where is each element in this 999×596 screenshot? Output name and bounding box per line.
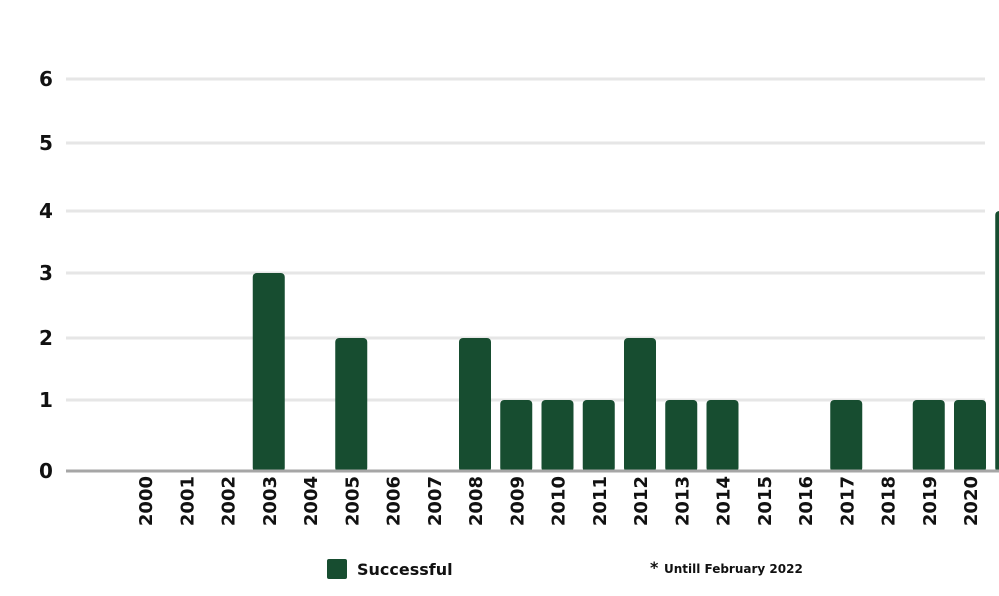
x-tick-label: 2013 xyxy=(672,476,693,526)
footnote-text: Untill February 2022 xyxy=(664,562,803,576)
bar-2020 xyxy=(954,400,986,472)
x-tick-label: 2015 xyxy=(755,476,776,526)
footnote: * Untill February 2022 xyxy=(650,558,803,577)
bar-2019 xyxy=(913,400,945,472)
x-tick-label: 2003 xyxy=(260,476,281,526)
bar-2013 xyxy=(665,400,697,472)
y-tick-label: 0 xyxy=(39,459,53,483)
y-tick-label: 2 xyxy=(39,326,53,350)
legend-label-successful: Successful xyxy=(357,560,453,579)
x-tick-label: 2001 xyxy=(177,476,198,526)
y-tick-label: 5 xyxy=(39,131,53,155)
y-tick-label: 3 xyxy=(39,261,53,285)
bar-2017 xyxy=(830,400,862,472)
x-tick-label: 2009 xyxy=(507,476,528,526)
bar-2014 xyxy=(707,400,739,472)
x-tick-label: 2011 xyxy=(590,476,611,526)
y-tick-label: 1 xyxy=(39,388,53,412)
x-tick-label: 2019 xyxy=(920,476,941,526)
bar-2011 xyxy=(583,400,615,472)
bar-2005 xyxy=(335,338,367,472)
bar-2003 xyxy=(253,273,285,472)
x-tick-label: 2004 xyxy=(301,476,322,526)
x-tick-label: 2008 xyxy=(466,476,487,526)
x-tick-label: 2005 xyxy=(342,476,363,526)
x-tick-label: 2012 xyxy=(631,476,652,526)
grid-lines xyxy=(66,79,985,400)
x-tick-label: 2017 xyxy=(837,476,858,526)
bar-2021 xyxy=(995,211,999,472)
x-tick-label: 2007 xyxy=(425,476,446,526)
x-tick-label: 2014 xyxy=(714,476,735,526)
x-tick-label: 2010 xyxy=(549,476,570,526)
x-tick-label: 2020 xyxy=(961,476,982,526)
bar-2010 xyxy=(542,400,574,472)
x-axis-ticks: 2000 2001 2002 2003 2004 2005 2006 2007 2008 2009… xyxy=(136,476,999,526)
bars xyxy=(253,211,999,472)
legend: Successful xyxy=(327,559,453,579)
y-axis-ticks: 0 1 2 3 4 5 6 xyxy=(39,67,53,483)
bar-2008 xyxy=(459,338,491,472)
bar-2009 xyxy=(500,400,532,472)
y-tick-label: 6 xyxy=(39,67,53,91)
footnote-marker: * xyxy=(650,558,658,577)
x-tick-label: 2018 xyxy=(879,476,900,526)
x-tick-label: 2006 xyxy=(384,476,405,526)
x-tick-label: 2002 xyxy=(219,476,240,526)
legend-swatch-successful xyxy=(327,559,347,579)
x-tick-label: 2016 xyxy=(796,476,817,526)
y-tick-label: 4 xyxy=(39,199,53,223)
x-tick-label: 2000 xyxy=(136,476,157,526)
bar-2012 xyxy=(624,338,656,472)
